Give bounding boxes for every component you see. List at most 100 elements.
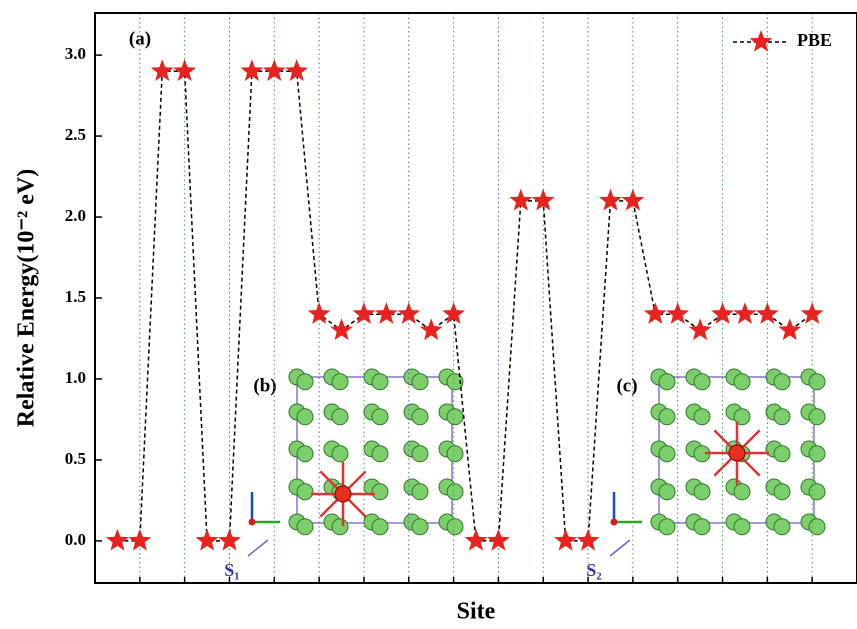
atom [658, 445, 676, 463]
atom [411, 445, 429, 463]
atom [693, 518, 711, 536]
atom [808, 518, 826, 536]
y-tick-label: 1.5 [65, 287, 86, 306]
marker-star [218, 528, 241, 551]
atom [296, 518, 314, 536]
marker-star [173, 59, 197, 81]
marker-star [688, 318, 712, 341]
atom [808, 408, 826, 426]
marker-star [666, 302, 690, 324]
marker-star [800, 302, 824, 324]
atom [446, 483, 464, 501]
marker-star [487, 528, 510, 551]
y-tick-label: 1.0 [65, 368, 86, 387]
series-line [117, 70, 813, 542]
atom [808, 483, 826, 501]
atom [773, 483, 791, 501]
marker-star [374, 302, 398, 324]
atom [773, 373, 791, 391]
marker-star [419, 318, 443, 341]
marker-star [330, 318, 353, 341]
atom [331, 518, 349, 536]
marker-star [464, 528, 488, 551]
atom [808, 445, 826, 463]
atom [411, 483, 429, 501]
atom [658, 408, 676, 426]
atom [411, 408, 429, 426]
marker-star [285, 59, 309, 81]
atom-red [728, 444, 746, 462]
atom [773, 445, 791, 463]
atom [733, 518, 751, 536]
atom [296, 483, 314, 501]
marker-star [711, 302, 734, 324]
marker-star [352, 302, 376, 324]
marker-star [150, 59, 174, 81]
atom [371, 518, 389, 536]
atom [331, 408, 349, 426]
marker-star [755, 302, 779, 324]
atom [658, 518, 676, 536]
marker-star [778, 318, 802, 341]
annotation: (c) [616, 375, 637, 396]
atom [773, 408, 791, 426]
marker-star [733, 302, 757, 324]
x-axis-label: Site [457, 599, 496, 625]
marker-star [509, 188, 533, 211]
y-axis-label: Relative Energy(10⁻² eV) [14, 169, 40, 427]
atom [296, 373, 314, 391]
annotation: (b) [253, 375, 276, 396]
atom [411, 518, 429, 536]
atom [733, 483, 751, 501]
atom [296, 445, 314, 463]
marker-star [106, 528, 129, 551]
atom [331, 445, 349, 463]
atom [693, 483, 711, 501]
atom [446, 518, 464, 536]
atom [446, 373, 464, 391]
y-tick-label: 0.0 [65, 530, 86, 549]
marker-star [621, 188, 645, 211]
marker-star [554, 528, 578, 551]
atom [446, 408, 464, 426]
atom [808, 373, 826, 391]
axis-origin [248, 518, 256, 526]
atom [446, 445, 464, 463]
annotation: S₁ [224, 560, 239, 580]
marker-star [240, 59, 264, 81]
atom [371, 373, 389, 391]
atom [331, 373, 349, 391]
atom [371, 445, 389, 463]
annotation: S₂ [586, 560, 601, 580]
atom [693, 408, 711, 426]
atom [411, 373, 429, 391]
marker-star [531, 188, 555, 211]
marker-star [195, 528, 219, 551]
y-tick-label: 2.5 [65, 125, 86, 144]
insets [247, 368, 826, 557]
marker-star [128, 528, 152, 551]
legend-star [749, 30, 773, 52]
marker-star [576, 528, 600, 551]
atom [693, 373, 711, 391]
axis-origin [610, 518, 618, 526]
y-tick-label: 0.5 [65, 449, 86, 468]
legend-label: PBE [797, 30, 832, 50]
atom [658, 373, 676, 391]
atom [296, 408, 314, 426]
atom [371, 483, 389, 501]
marker-star [307, 302, 331, 324]
atom [733, 373, 751, 391]
site-arrow [247, 539, 269, 557]
marker-star [397, 302, 421, 324]
marker-star [599, 188, 622, 211]
marker-star [262, 59, 286, 81]
atom [773, 518, 791, 536]
marker-star [643, 302, 667, 324]
y-tick-label: 2.0 [65, 206, 86, 225]
atom [371, 408, 389, 426]
marker-star [442, 302, 465, 324]
y-tick-label: 3.0 [65, 44, 86, 63]
